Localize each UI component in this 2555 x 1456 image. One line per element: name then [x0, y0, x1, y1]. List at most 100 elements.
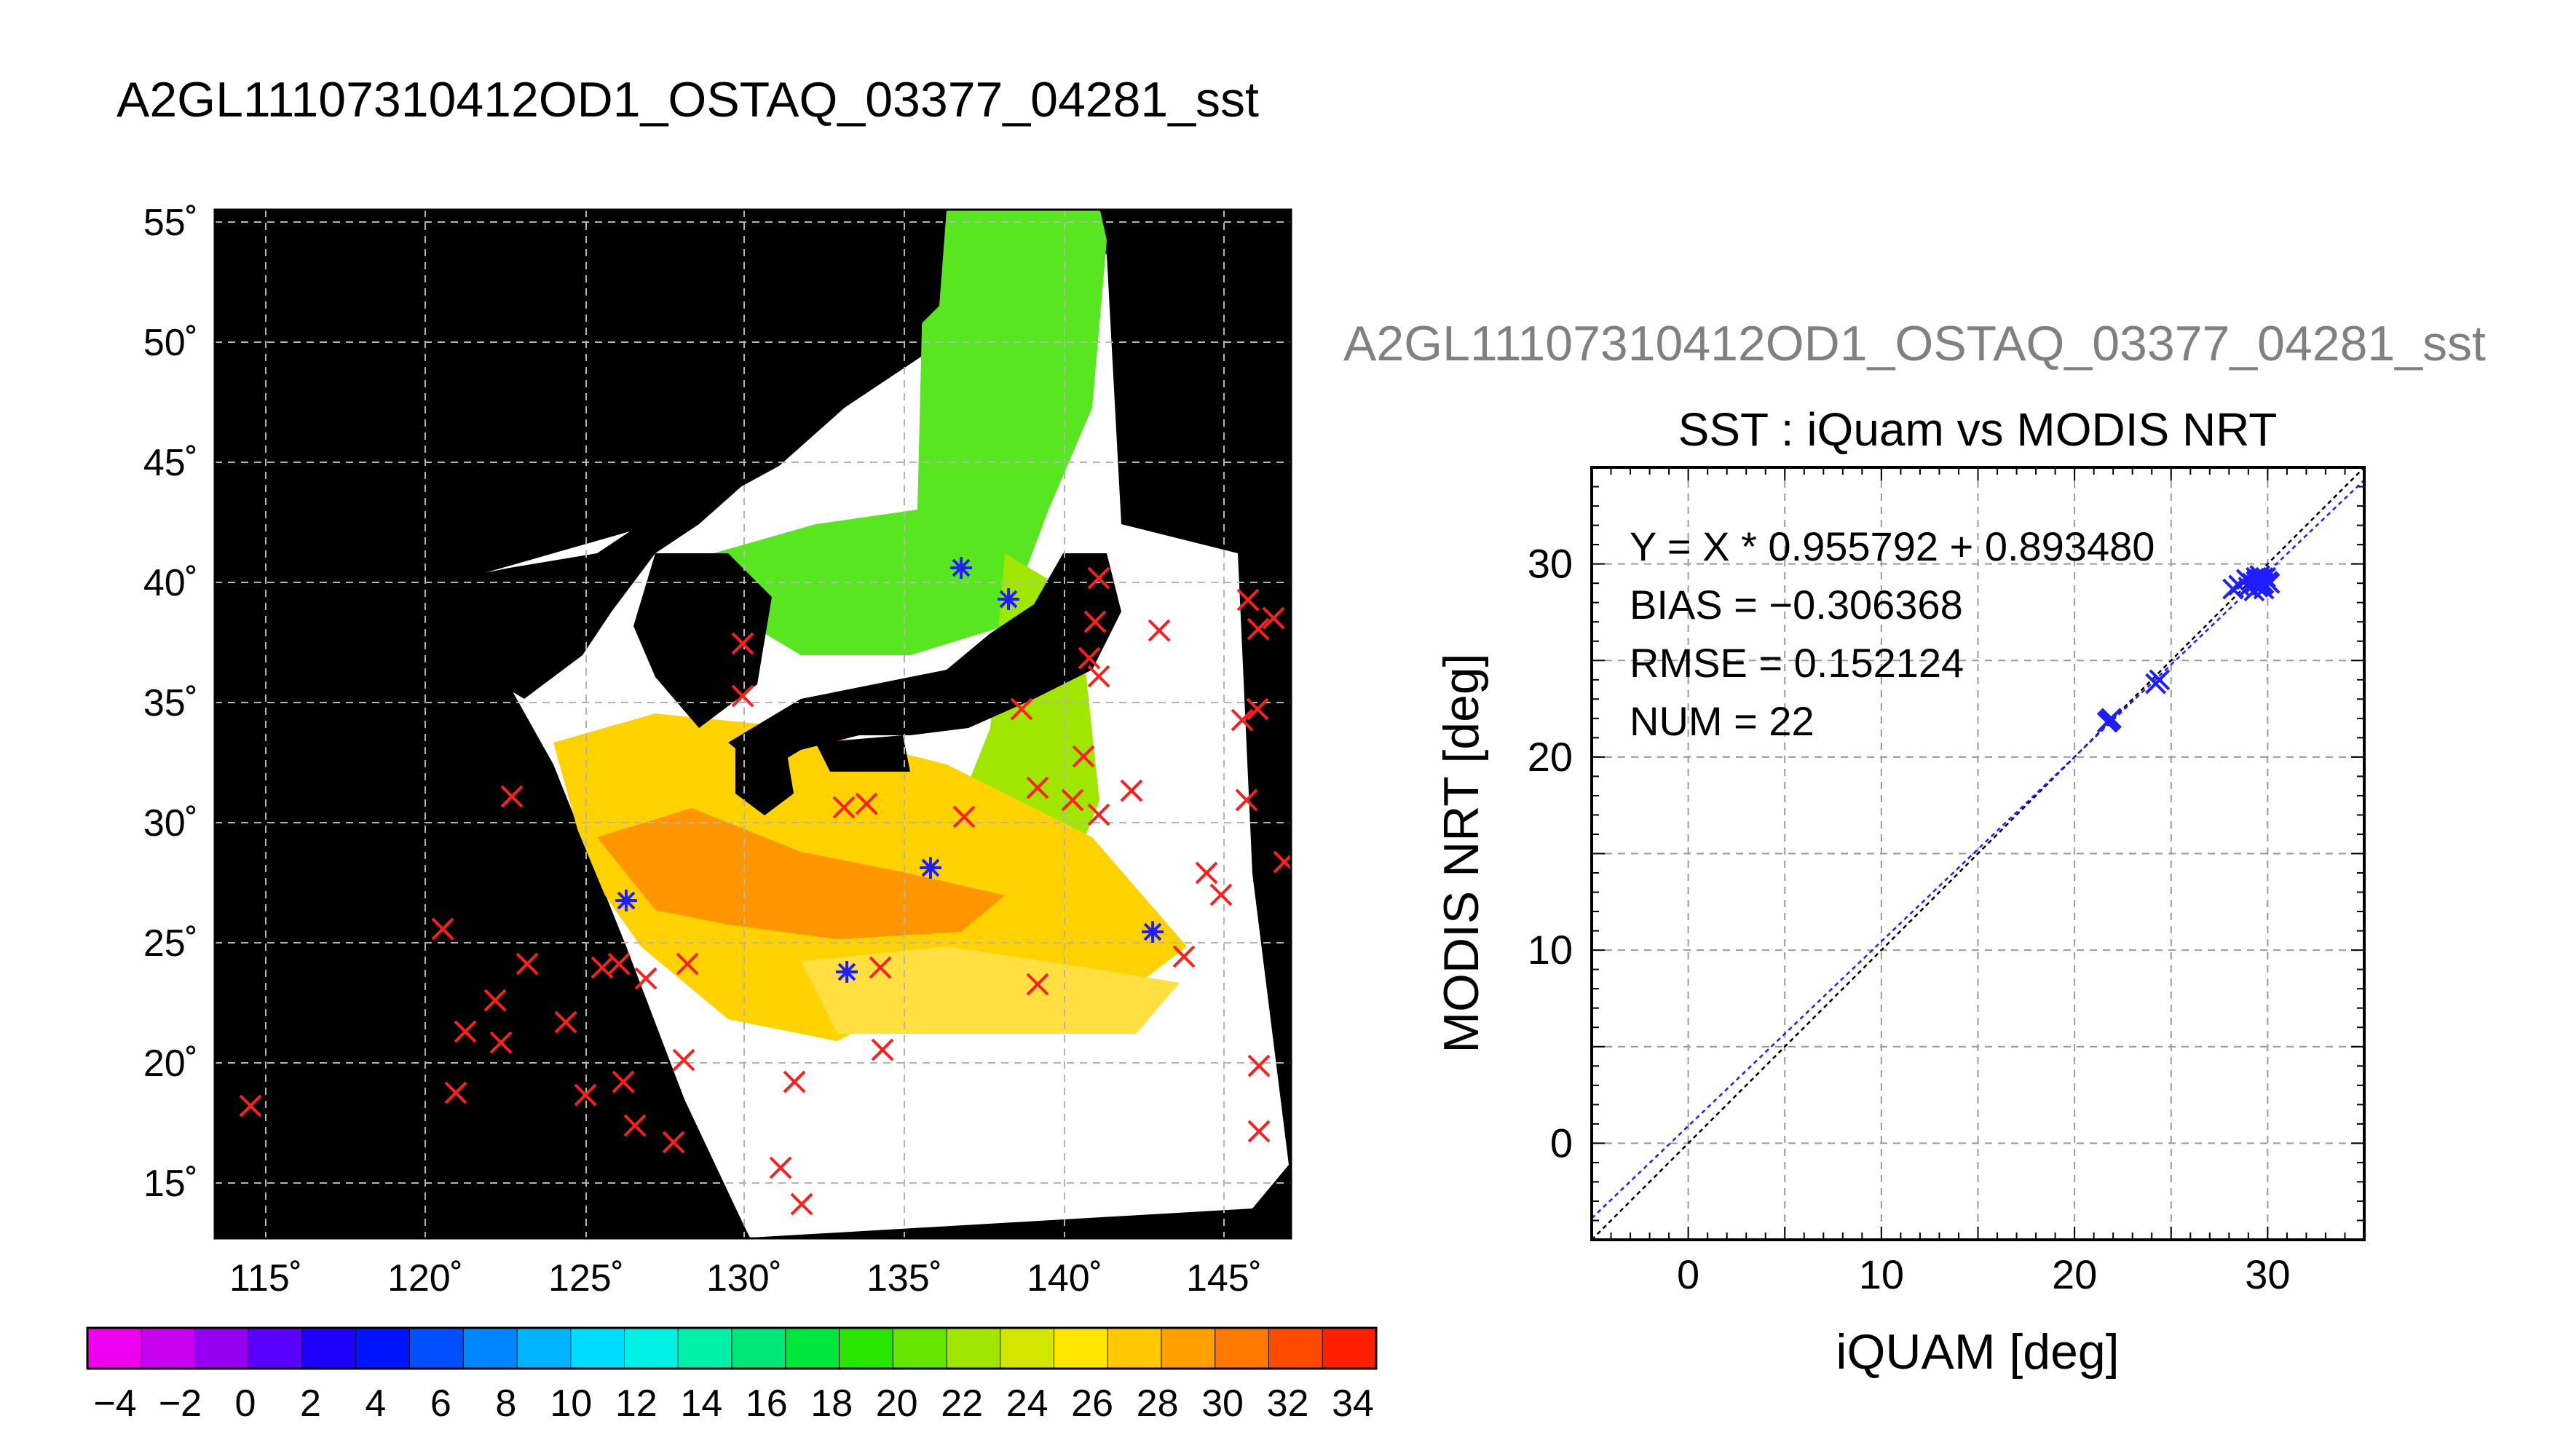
colorbar-cell — [141, 1327, 196, 1369]
land-shikoku — [816, 735, 910, 772]
colorbar-cell — [1268, 1327, 1324, 1369]
data-point — [2149, 669, 2171, 691]
colorbar-label: 28 — [1137, 1382, 1179, 1425]
lon-label: 140˚ — [1027, 1257, 1102, 1299]
y-tick-label: 20 — [1528, 734, 1573, 780]
colorbar-cells — [87, 1327, 1377, 1369]
lat-label: 20˚ — [143, 1042, 198, 1085]
lat-label: 55˚ — [143, 202, 198, 244]
colorbar-cell — [839, 1327, 894, 1369]
colorbar-label: 32 — [1267, 1382, 1309, 1425]
lat-label: 50˚ — [143, 322, 198, 364]
stats-box: Y = X * 0.955792 + 0.893480 BIAS = −0.30… — [1630, 523, 2155, 744]
identity-line — [1592, 467, 2364, 1240]
stat-regression: Y = X * 0.955792 + 0.893480 — [1630, 523, 2155, 569]
colorbar-label: 6 — [430, 1382, 451, 1425]
lat-label: 25˚ — [143, 922, 198, 965]
colorbar-cell — [462, 1327, 518, 1369]
lon-labels: 115˚ 120˚ 125˚ 130˚ 135˚ 140˚ 145˚ — [229, 1257, 1262, 1299]
colorbar-cell — [892, 1327, 947, 1369]
land-korea — [633, 553, 772, 728]
plot-border — [1590, 466, 2366, 1241]
lon-label: 120˚ — [387, 1257, 463, 1299]
colorbar-label: 4 — [365, 1382, 386, 1425]
colorbar-label: 20 — [876, 1382, 918, 1425]
colorbar-cell — [516, 1327, 572, 1369]
scatter-title: SST : iQuam vs MODIS NRT — [1678, 403, 2278, 456]
colorbar-label: 8 — [495, 1382, 516, 1425]
colorbar-cell — [355, 1327, 411, 1369]
sst-green-north — [714, 210, 1107, 655]
lat-labels: 55˚ 50˚ 45˚ 40˚ 35˚ 30˚ 25˚ 20˚ 15˚ — [143, 202, 198, 1205]
colorbar-label: 0 — [234, 1382, 256, 1425]
map-border — [213, 208, 1292, 1240]
land-asia — [215, 210, 947, 699]
colorbar-label: 16 — [746, 1382, 788, 1425]
data-point — [2101, 708, 2122, 729]
x-tick-label: 0 — [1677, 1251, 1699, 1297]
colorbar-cell — [677, 1327, 732, 1369]
colorbar-label: −4 — [93, 1382, 136, 1425]
land-kyushu — [735, 743, 794, 815]
lon-label: 130˚ — [706, 1257, 782, 1299]
colorbar-cell — [1000, 1327, 1055, 1369]
lat-label: 35˚ — [143, 682, 198, 724]
colorbar-label: 24 — [1006, 1382, 1049, 1425]
lon-label: 145˚ — [1186, 1257, 1262, 1299]
colorbar-cell — [1215, 1327, 1270, 1369]
y-tick-label: 30 — [1528, 541, 1573, 587]
colorbar-border — [86, 1326, 1378, 1370]
colorbar-label: 2 — [300, 1382, 321, 1425]
lon-label: 125˚ — [548, 1257, 624, 1299]
lat-label: 30˚ — [143, 802, 198, 844]
colorbar-cell — [194, 1327, 250, 1369]
lat-label: 45˚ — [143, 442, 198, 484]
colorbar-cell — [1322, 1327, 1377, 1369]
colorbar-label: 30 — [1201, 1382, 1244, 1425]
data-point — [2246, 571, 2267, 592]
colorbar-cell — [946, 1327, 1001, 1369]
y-tick-label: 10 — [1528, 927, 1573, 973]
colorbar-cell — [1161, 1327, 1216, 1369]
colorbar-cell — [409, 1327, 465, 1369]
x-tick-label: 20 — [2052, 1251, 2097, 1297]
land-japan-honshu — [728, 553, 1121, 772]
colorbar-label: 12 — [615, 1382, 657, 1425]
stat-rmse: RMSE = 0.152124 — [1630, 640, 1964, 686]
land-left-corner — [215, 210, 750, 1238]
colorbar-cell — [1054, 1327, 1109, 1369]
colorbar-label: 26 — [1071, 1382, 1113, 1425]
colorbar-label: 18 — [810, 1382, 853, 1425]
colorbar-label: 10 — [550, 1382, 592, 1425]
map-gridlines — [215, 210, 1291, 1238]
sst-orange-band — [597, 808, 1005, 939]
map-markers-red — [239, 566, 1291, 1216]
colorbar-label: 34 — [1332, 1382, 1374, 1425]
colorbar: −4 −2 0 2 4 6 8 10 12 14 16 18 20 22 24 … — [86, 1326, 1378, 1425]
main-title: A2GL11107310412OD1_OSTAQ_03377_04281_sst — [117, 72, 1259, 127]
colorbar-cell — [785, 1327, 840, 1369]
stat-bias: BIAS = −0.306368 — [1630, 582, 1963, 628]
lat-label: 15˚ — [143, 1163, 198, 1205]
sst-yellow-south — [801, 946, 1180, 1034]
colorbar-cell — [624, 1327, 679, 1369]
colorbar-label: −2 — [159, 1382, 202, 1425]
lat-label: 40˚ — [143, 562, 198, 604]
y-axis-label: MODIS NRT [deg] — [1434, 653, 1489, 1053]
colorbar-cell — [731, 1327, 786, 1369]
colorbar-cell — [248, 1327, 303, 1369]
y-tick-labels: 0 10 20 30 — [1528, 541, 1573, 1166]
stat-num: NUM = 22 — [1630, 698, 1814, 744]
colorbar-cell — [87, 1327, 142, 1369]
lon-label: 135˚ — [866, 1257, 942, 1299]
x-tick-label: 10 — [1859, 1251, 1904, 1297]
scatter-header: A2GL11107310412OD1_OSTAQ_03377_04281_sst — [1343, 316, 2486, 371]
fit-line — [1592, 479, 2364, 1219]
x-tick-labels: 0 10 20 30 — [1677, 1251, 2290, 1297]
colorbar-label: 14 — [680, 1382, 722, 1425]
sst-map: 55˚ 50˚ 45˚ 40˚ 35˚ 30˚ 25˚ 20˚ 15˚ 115˚… — [143, 202, 1292, 1299]
x-axis-label: iQUAM [deg] — [1836, 1324, 2119, 1380]
data-points — [2096, 565, 2280, 733]
scatter-plot: Y = X * 0.955792 + 0.893480 BIAS = −0.30… — [1434, 466, 2366, 1380]
